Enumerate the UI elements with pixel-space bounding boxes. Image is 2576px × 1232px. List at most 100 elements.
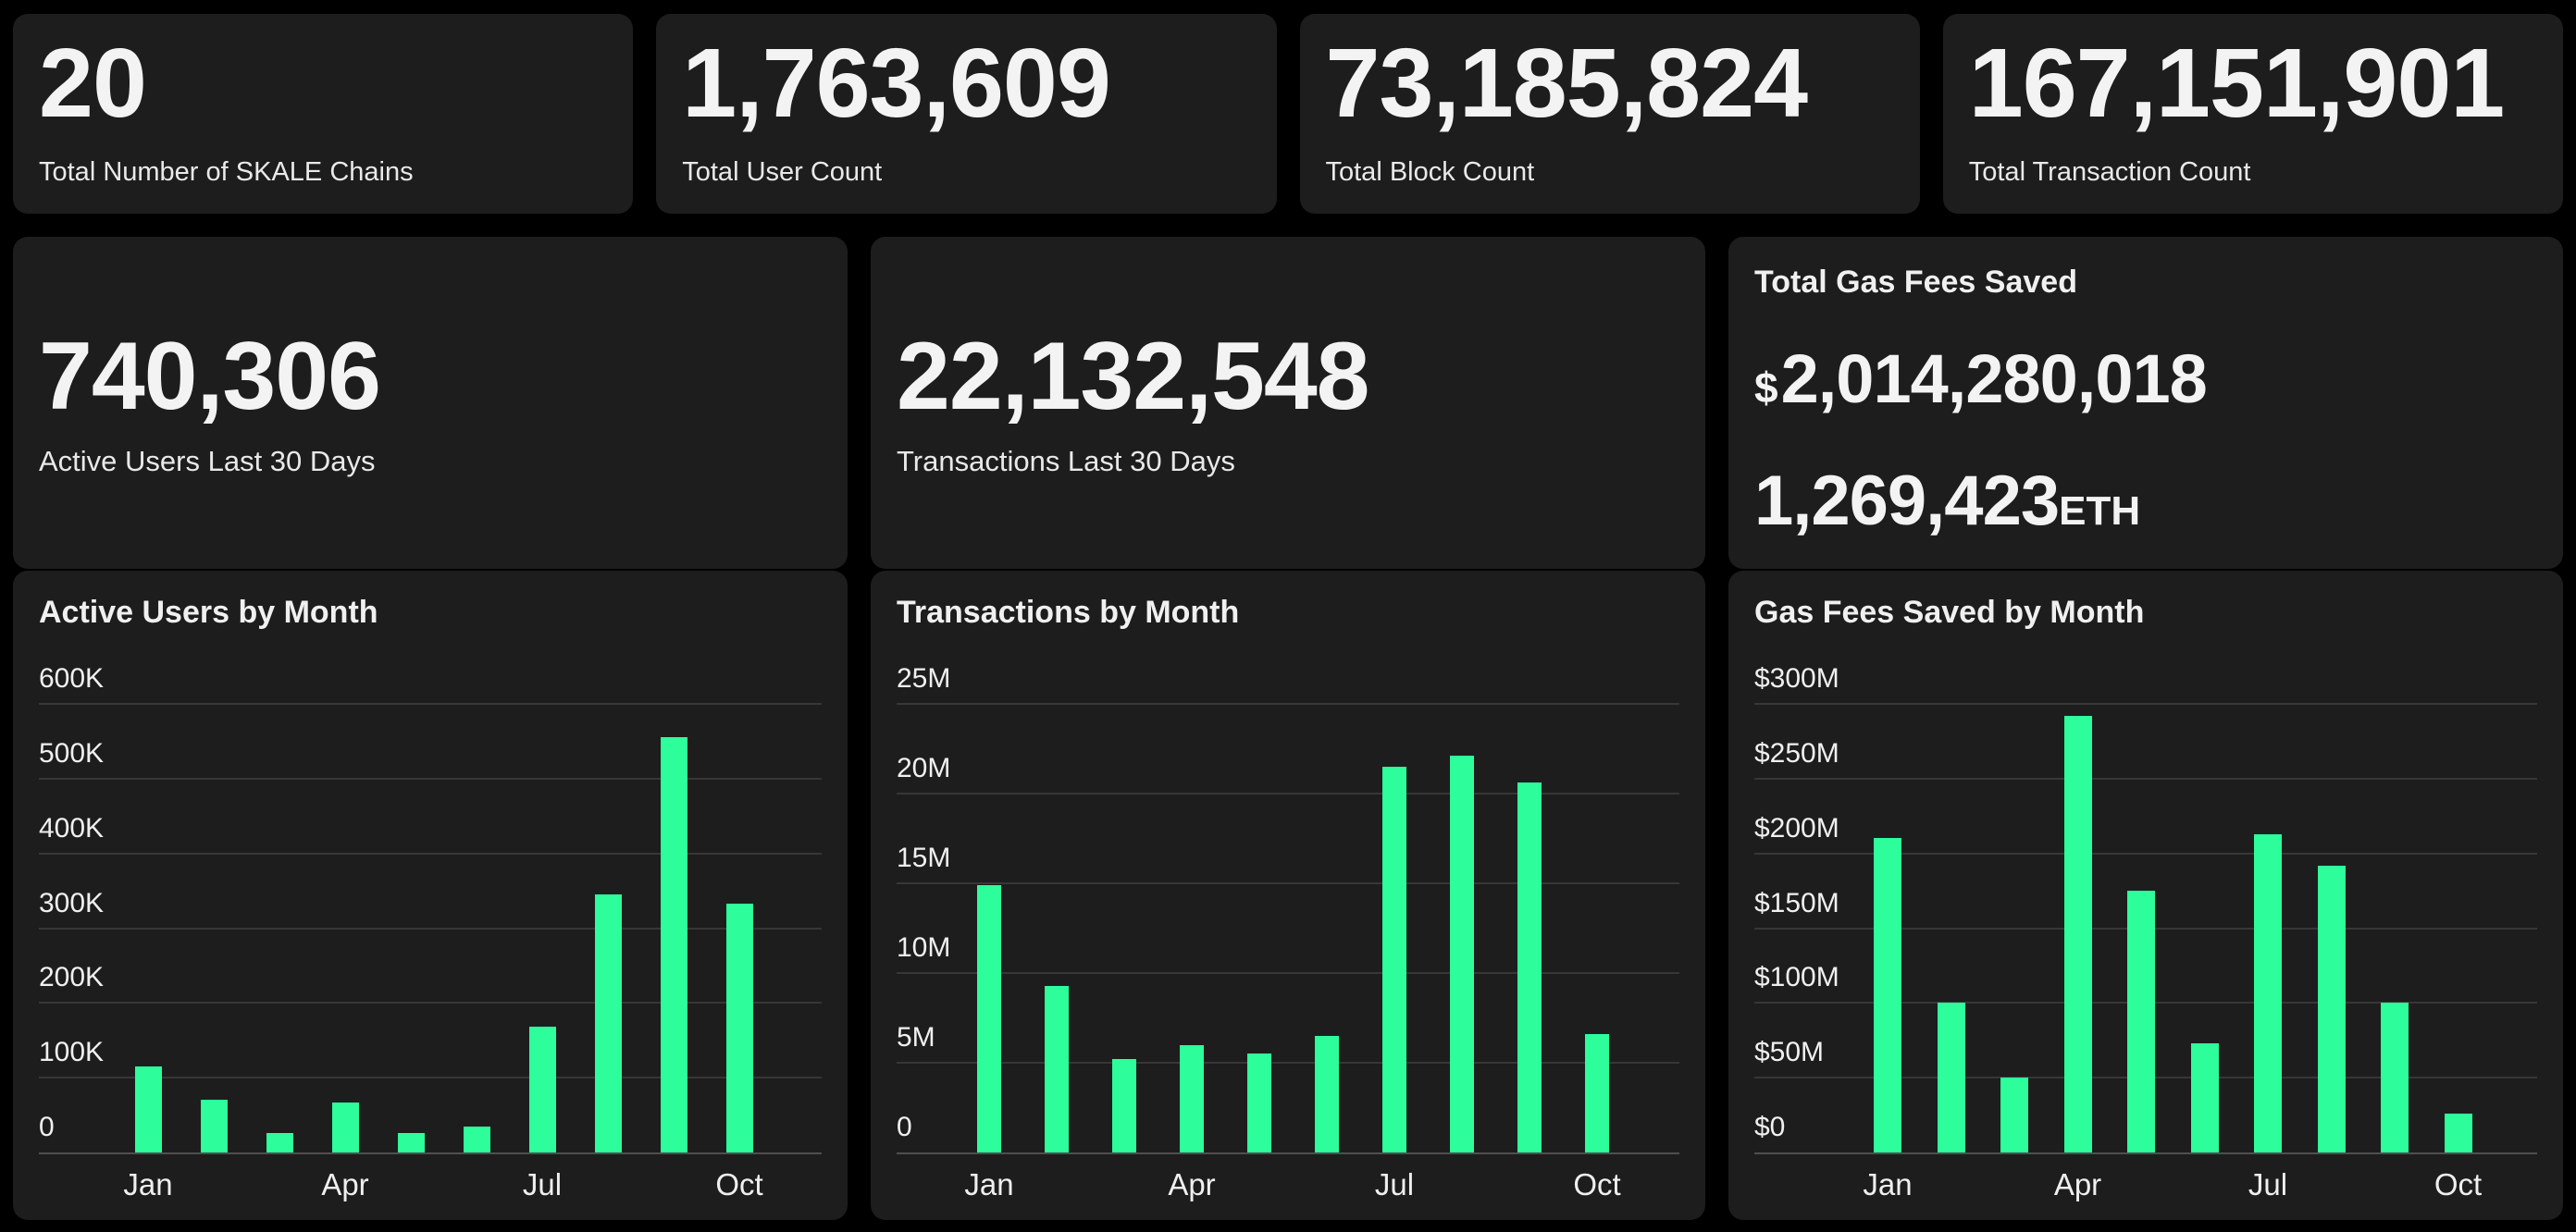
bar-jan — [1874, 838, 1901, 1152]
bar-apr — [2063, 716, 2092, 1152]
gridline — [39, 777, 822, 780]
bar-aug — [594, 894, 622, 1152]
bar-jul — [1382, 767, 1406, 1152]
y-axis-tick-label: $200M — [1754, 812, 1839, 844]
y-axis-tick-label: $150M — [1754, 887, 1839, 918]
bar-sep — [660, 737, 687, 1152]
bar-apr — [1180, 1045, 1204, 1152]
x-axis-line — [1754, 1152, 2537, 1154]
stat-card-transaction-count: 167,151,901 Total Transaction Count — [1942, 14, 2563, 214]
gridline — [897, 882, 1679, 884]
stat-value: 167,151,901 — [1968, 29, 2505, 138]
y-axis-tick-label: $300M — [1754, 663, 1839, 694]
y-axis-tick-label: 10M — [897, 932, 951, 963]
bar-feb — [1937, 1003, 1965, 1152]
x-axis-tick-label: Oct — [715, 1167, 763, 1201]
gridline — [39, 1077, 822, 1079]
gridline — [39, 1002, 822, 1004]
y-axis-tick-label: 500K — [39, 737, 105, 769]
gridline — [1754, 777, 2537, 780]
bar-may — [2127, 891, 2155, 1152]
x-axis-tick-label: Jan — [1863, 1167, 1913, 1201]
active-users-label: Active Users Last 30 Days — [39, 444, 376, 477]
stat-value: 20 — [39, 29, 147, 138]
bar-jun — [2190, 1043, 2219, 1152]
stat-card-block-count: 73,185,824 Total Block Count — [1299, 14, 1920, 214]
bar-oct — [725, 904, 753, 1152]
gas-fees-usd: $ 2,014,280,018 — [1754, 339, 2208, 418]
bar-mar — [2000, 1078, 2028, 1152]
bar-mar — [266, 1133, 293, 1152]
stat-value: 73,185,824 — [1325, 29, 1809, 138]
y-axis-tick-label: $250M — [1754, 737, 1839, 769]
gas-fees-usd-value: 2,014,280,018 — [1780, 340, 2208, 417]
y-axis-tick-label: 20M — [897, 753, 951, 783]
bar-may — [1247, 1053, 1271, 1152]
gridline — [1754, 703, 2537, 705]
mid-stats-row: 740,306 Active Users Last 30 Days 22,132… — [13, 237, 2563, 569]
gridline — [39, 703, 822, 705]
y-axis-tick-label: 600K — [39, 663, 105, 694]
card-total-gas-fees-saved: Total Gas Fees Saved $ 2,014,280,018 1,2… — [1728, 237, 2563, 569]
bar-sep — [1517, 782, 1542, 1152]
gridline — [1754, 852, 2537, 855]
x-axis-tick-label: Oct — [2434, 1167, 2483, 1201]
x-axis-tick-label: Oct — [1573, 1167, 1621, 1201]
y-axis-tick-label: $0 — [1754, 1112, 1786, 1142]
bar-feb — [200, 1100, 228, 1152]
x-axis-tick-label: Jul — [522, 1167, 563, 1201]
chart-title: Transactions by Month — [897, 595, 1240, 630]
bar-apr — [331, 1103, 359, 1152]
y-axis-tick-label: 25M — [897, 663, 951, 694]
y-axis-tick-label: 200K — [39, 962, 105, 993]
x-axis-tick-label: Apr — [2053, 1167, 2102, 1201]
chart-title: Active Users by Month — [39, 595, 378, 630]
currency-symbol: $ — [1754, 363, 1778, 412]
bar-jun — [1315, 1036, 1339, 1152]
card-active-users-30d: 740,306 Active Users Last 30 Days — [13, 237, 848, 569]
bar-jul — [2254, 834, 2282, 1152]
x-axis-line — [39, 1152, 822, 1154]
bar-aug — [1450, 756, 1474, 1152]
card-transactions-30d: 22,132,548 Transactions Last 30 Days — [871, 237, 1705, 569]
top-stats-row: 20 Total Number of SKALE Chains 1,763,60… — [13, 14, 2563, 214]
transactions-label: Transactions Last 30 Days — [897, 444, 1235, 477]
gridline — [897, 972, 1679, 974]
bar-may — [397, 1133, 425, 1152]
y-axis-tick-label: 0 — [897, 1112, 912, 1142]
chart-active-users-by-month: Active Users by Month 600K 500K 400K 300K 20… — [13, 571, 848, 1220]
gridline — [897, 1062, 1679, 1064]
stat-label: Total Block Count — [1325, 157, 1535, 187]
x-axis-tick-label: Jan — [964, 1167, 1014, 1201]
bar-aug — [2317, 866, 2346, 1152]
charts-row: Active Users by Month 600K 500K 400K 300K 20… — [13, 571, 2563, 1220]
eth-unit-label: ETH — [2059, 488, 2141, 534]
gridline — [39, 852, 822, 855]
bar-oct — [1585, 1034, 1609, 1152]
bar-chart: 600K 500K 400K 300K 200K 100K 0 Jan Apr Jul Oct — [39, 663, 822, 1201]
x-axis-tick-label: Apr — [321, 1167, 369, 1201]
bar-feb — [1045, 986, 1069, 1152]
gridline — [39, 927, 822, 930]
transactions-value: 22,132,548 — [897, 322, 1370, 430]
y-axis-tick-label: 300K — [39, 887, 105, 918]
gas-fees-eth: 1,269,423 ETH — [1754, 461, 2140, 541]
x-axis-tick-label: Apr — [1168, 1167, 1216, 1201]
y-axis-tick-label: 100K — [39, 1037, 105, 1068]
bar-jan — [977, 885, 1001, 1152]
x-axis-tick-label: Jan — [123, 1167, 173, 1201]
bar-sep — [2381, 1003, 2409, 1152]
bar-jun — [463, 1127, 490, 1152]
stat-label: Total Transaction Count — [1968, 157, 2251, 187]
gridline — [897, 703, 1679, 705]
y-axis-tick-label: 5M — [897, 1022, 935, 1053]
bar-oct — [2444, 1114, 2472, 1152]
y-axis-tick-label: 400K — [39, 812, 105, 844]
stat-card-skale-chains: 20 Total Number of SKALE Chains — [13, 14, 634, 214]
gridline — [897, 793, 1679, 795]
bar-mar — [1112, 1059, 1136, 1152]
y-axis-tick-label: 15M — [897, 843, 951, 873]
y-axis-tick-label: 0 — [39, 1112, 55, 1142]
chart-gas-fees-saved-by-month: Gas Fees Saved by Month $300M $250M $200M $… — [1728, 571, 2563, 1220]
